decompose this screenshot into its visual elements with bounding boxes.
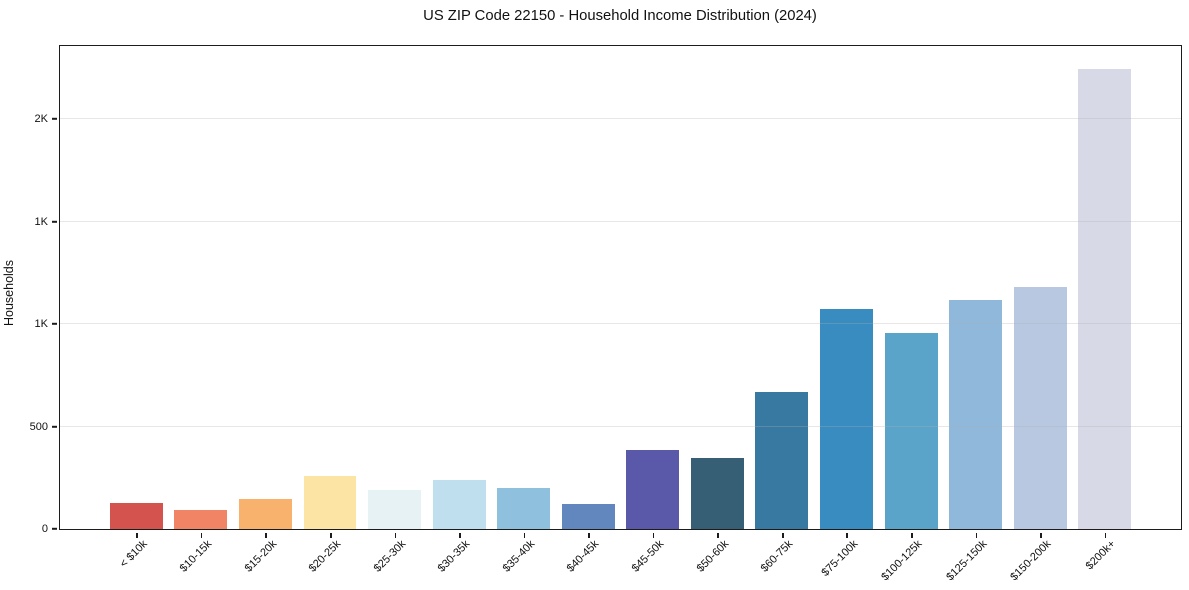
y-tick-label: 2K bbox=[34, 112, 48, 125]
bar-slot: $10-15k bbox=[169, 46, 234, 575]
bar-$50-60k bbox=[690, 458, 744, 529]
y-tick-mark bbox=[51, 425, 57, 428]
bar-slot: $45-50k bbox=[621, 46, 686, 575]
bar-$35-40k bbox=[497, 488, 551, 529]
x-tick-mark bbox=[781, 532, 784, 538]
bar-$40-45k bbox=[561, 504, 615, 529]
x-tick-label: $10-15k bbox=[177, 538, 215, 575]
x-tick-mark bbox=[265, 532, 267, 538]
x-tick-mark bbox=[975, 532, 978, 538]
x-tick-label: $75-100k bbox=[819, 538, 860, 579]
chart-title: US ZIP Code 22150 - Household Income Dis… bbox=[423, 8, 817, 24]
bar-slot: $125-150k bbox=[943, 46, 1008, 583]
y-tick-mark bbox=[51, 118, 57, 120]
bar-slot: $15-20k bbox=[233, 46, 298, 575]
y-tick-label: 500 bbox=[29, 420, 48, 433]
bar-$30-35k bbox=[432, 480, 486, 529]
bar-$75-100k bbox=[820, 308, 873, 529]
x-tick-label: $20-25k bbox=[306, 538, 344, 575]
bar-slot: $200k+ bbox=[1072, 46, 1137, 572]
x-tick-mark bbox=[200, 532, 203, 538]
bar-slot: $40-45k bbox=[556, 46, 621, 575]
y-tick-label: 0 bbox=[41, 523, 48, 535]
x-tick-label: $30-35k bbox=[435, 538, 473, 575]
x-tick-mark bbox=[459, 532, 461, 538]
x-tick-label: $200k+ bbox=[1083, 538, 1119, 573]
bar-slot: $50-60k bbox=[685, 46, 750, 575]
x-tick-mark bbox=[588, 532, 590, 538]
bar-< $10k bbox=[109, 502, 163, 529]
bar-$45-50k bbox=[626, 449, 680, 529]
y-tick-label: 1K bbox=[34, 215, 48, 228]
bar-slot: $20-25k bbox=[298, 46, 363, 575]
x-tick-mark bbox=[394, 532, 397, 538]
x-tick-mark bbox=[523, 532, 526, 538]
x-tick-label: $15-20k bbox=[242, 538, 279, 575]
x-tick-mark bbox=[1104, 532, 1107, 538]
x-tick-mark bbox=[329, 532, 332, 538]
x-tick-mark bbox=[717, 532, 719, 538]
x-tick-label: $150-200k bbox=[1008, 538, 1054, 584]
x-tick-mark bbox=[1040, 532, 1042, 538]
bar-slot: $35-40k bbox=[491, 46, 556, 575]
x-tick-mark bbox=[911, 532, 913, 538]
y-axis-label: Households bbox=[2, 260, 16, 327]
bar-slot: $30-35k bbox=[427, 46, 492, 575]
plot-area: < $10k $10-15k $15-20k $20-25k $25-30k $30-35… bbox=[30, 45, 1182, 583]
x-tick-label: < $10k bbox=[117, 538, 150, 571]
bar-$15-20k bbox=[238, 498, 292, 529]
x-tick-mark bbox=[846, 532, 849, 538]
bar-$10-15k bbox=[174, 509, 228, 529]
bar-slot: < $10k bbox=[104, 46, 169, 570]
y-tick-mark bbox=[51, 323, 57, 325]
bar-$20-25k bbox=[303, 475, 357, 529]
bar-$25-30k bbox=[368, 490, 421, 529]
bar-$60-75k bbox=[755, 391, 809, 529]
x-tick-label: $125-150k bbox=[943, 538, 990, 584]
bar-slot: $75-100k bbox=[814, 46, 879, 579]
y-tick-mark bbox=[51, 528, 57, 530]
x-tick-label: $50-60k bbox=[694, 538, 731, 575]
bar-$125-150k bbox=[949, 300, 1003, 529]
bar-slot: $25-30k bbox=[362, 46, 427, 575]
x-tick-label: $45-50k bbox=[629, 538, 667, 575]
bar-slot: $100-125k bbox=[879, 46, 944, 583]
bar-$100-125k bbox=[884, 332, 938, 529]
bar-slot: $60-75k bbox=[750, 46, 815, 575]
y-tick-mark bbox=[51, 220, 57, 223]
bar-$200k+ bbox=[1078, 68, 1132, 529]
x-tick-mark bbox=[136, 532, 138, 538]
bar-$150-200k bbox=[1013, 287, 1067, 529]
x-tick-label: $35-40k bbox=[500, 538, 538, 575]
x-tick-label: $25-30k bbox=[371, 538, 409, 575]
x-tick-label: $100-125k bbox=[879, 538, 925, 584]
x-tick-label: $40-45k bbox=[565, 538, 602, 575]
x-tick-mark bbox=[652, 532, 655, 538]
bar-slot: $150-200k bbox=[1008, 46, 1073, 583]
x-tick-label: $60-75k bbox=[758, 538, 796, 575]
bars-layer: < $10k $10-15k $15-20k $20-25k $25-30k $30-35… bbox=[60, 46, 1181, 583]
y-tick-label: 1K bbox=[34, 318, 48, 330]
